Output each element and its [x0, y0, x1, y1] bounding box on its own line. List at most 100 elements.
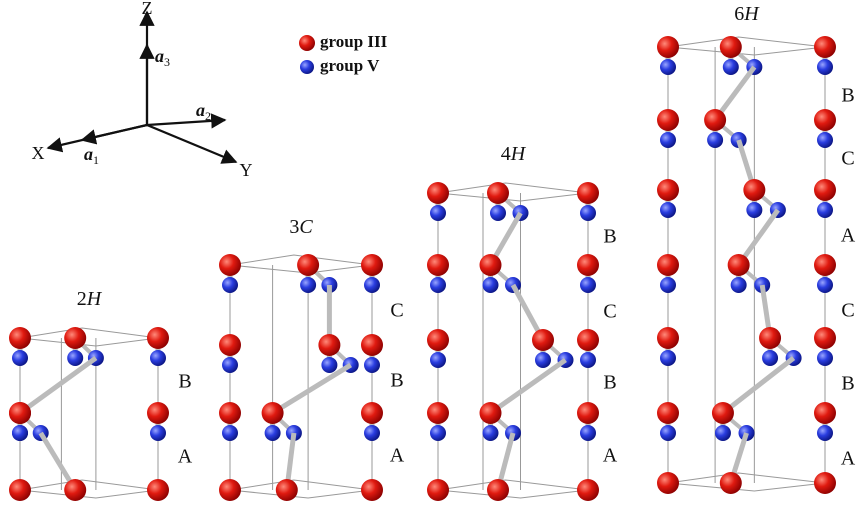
group-iii-atom — [427, 479, 449, 501]
group-iii-atom — [219, 479, 241, 501]
y-axis — [147, 125, 236, 162]
bond — [20, 358, 96, 413]
cell-face — [668, 473, 825, 491]
crystal-structure — [657, 36, 836, 494]
a2-label: a2 — [196, 100, 211, 123]
group-iii-atom — [814, 472, 836, 494]
group-v-atom — [483, 425, 499, 441]
stacking-label: C — [841, 148, 854, 170]
group-iii-atom — [361, 254, 383, 276]
group-iii-atom — [577, 329, 599, 351]
a1-index: 1 — [93, 153, 99, 167]
stacking-label: C — [390, 300, 403, 322]
group-v-atom — [430, 205, 446, 221]
a3-index: 3 — [164, 55, 170, 69]
group-iii-atom — [712, 402, 734, 424]
group-iii-atom — [487, 479, 509, 501]
group-iii-atom — [487, 182, 509, 204]
group-iii-atom — [147, 479, 169, 501]
group-iii-atom — [720, 36, 742, 58]
group-iii-atom — [814, 327, 836, 349]
stacking-label: A — [390, 445, 405, 467]
group-v-atom — [817, 425, 833, 441]
stacking-label: A — [841, 225, 856, 247]
a2-symbol: a — [196, 100, 205, 120]
group-v-atom — [12, 350, 28, 366]
x-label: X — [32, 143, 45, 163]
group-v-atom — [762, 350, 778, 366]
cell-face — [438, 183, 588, 201]
crystal-structure — [427, 182, 599, 501]
legend-label: group V — [320, 56, 380, 75]
group-v-atom — [817, 202, 833, 218]
group-v-atom — [430, 425, 446, 441]
group-iii-atom — [427, 402, 449, 424]
structure-letter: H — [510, 143, 527, 165]
group-iii-atom — [9, 479, 31, 501]
group-iii-atom — [759, 327, 781, 349]
group-v-atom — [817, 277, 833, 293]
group-v-atom — [483, 277, 499, 293]
group-v-atom — [580, 425, 596, 441]
stacking-label: B — [841, 85, 854, 107]
cell-face — [20, 328, 158, 346]
structure-number: 3 — [289, 216, 299, 238]
group-v-atom — [746, 202, 762, 218]
a3-symbol: a — [155, 46, 164, 66]
group-iii-atom — [657, 179, 679, 201]
group-v-atom — [222, 277, 238, 293]
group-v-atom — [430, 352, 446, 368]
group-v-atom — [817, 59, 833, 75]
group-v-atom — [723, 59, 739, 75]
group-iii-atom — [262, 402, 284, 424]
group-iii-atom — [318, 334, 340, 356]
group-iii-atom — [657, 402, 679, 424]
group-v-atom — [580, 277, 596, 293]
group-v-atom — [660, 202, 676, 218]
diagram: Z X Y a3 a1 a2 group III group V 2HBA3CC… — [0, 0, 862, 515]
group-v-atom — [660, 132, 676, 148]
group-iii-atom — [9, 402, 31, 424]
group-v-atom — [535, 352, 551, 368]
stacking-label: C — [603, 301, 616, 323]
group-v-atom — [660, 350, 676, 366]
group-v-atom — [364, 425, 380, 441]
group-v-atom — [364, 277, 380, 293]
bond — [273, 365, 351, 413]
legend-swatch-red — [299, 35, 315, 51]
stacking-label: C — [841, 300, 854, 322]
structure-letter: C — [299, 216, 313, 238]
cell-face — [20, 480, 158, 498]
group-v-atom — [580, 352, 596, 368]
group-v-atom — [321, 357, 337, 373]
group-v-atom — [660, 277, 676, 293]
group-v-atom — [731, 277, 747, 293]
stacking-label: A — [603, 445, 618, 467]
structure-label: 4H — [501, 143, 527, 165]
group-v-atom — [430, 277, 446, 293]
structure-label: 6H — [734, 3, 760, 25]
group-iii-atom — [743, 179, 765, 201]
cell-face — [668, 37, 825, 55]
stacking-label: A — [841, 448, 856, 470]
group-iii-atom — [657, 327, 679, 349]
crystal-structure — [219, 254, 383, 501]
structure-label: 3C — [289, 216, 313, 238]
group-iii-atom — [361, 479, 383, 501]
group-iii-atom — [147, 327, 169, 349]
group-iii-atom — [577, 182, 599, 204]
bond — [491, 360, 566, 413]
structure-number: 4 — [501, 143, 511, 165]
group-v-atom — [12, 425, 28, 441]
stacking-label: A — [178, 446, 193, 468]
y-label: Y — [240, 160, 253, 180]
group-iii-atom — [657, 254, 679, 276]
a3-label: a3 — [155, 46, 170, 69]
stacking-label: B — [178, 371, 191, 393]
group-iii-atom — [577, 254, 599, 276]
structure-letter: H — [86, 288, 103, 310]
structure-label: 2H — [77, 288, 103, 310]
structure-letter: H — [743, 3, 760, 25]
group-iii-atom — [147, 402, 169, 424]
group-v-atom — [222, 357, 238, 373]
